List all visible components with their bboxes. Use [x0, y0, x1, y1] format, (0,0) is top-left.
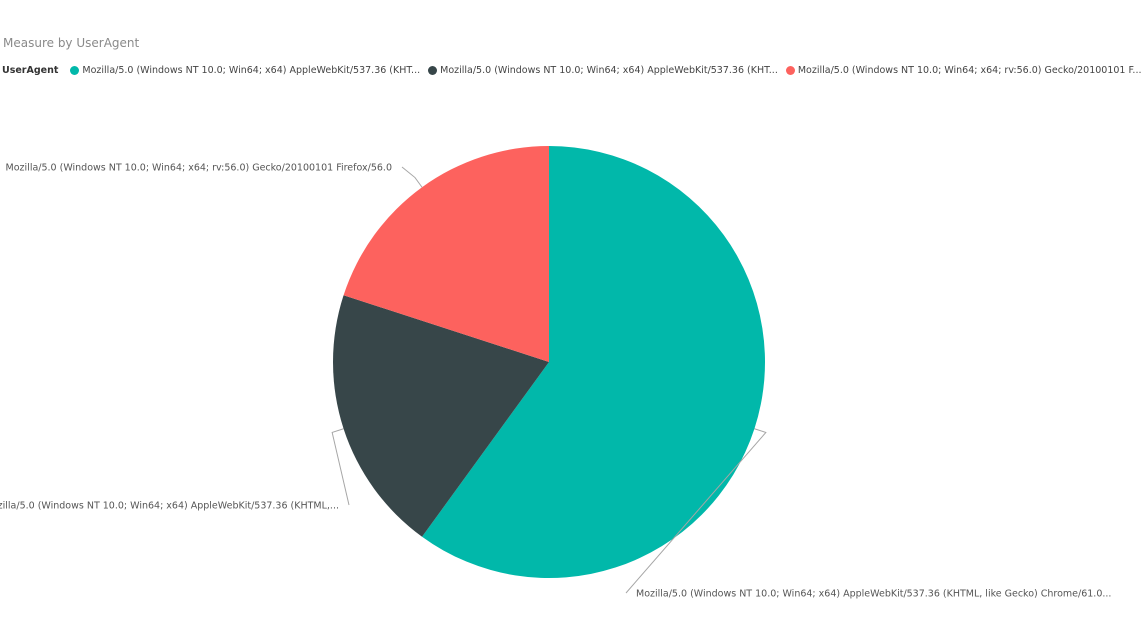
pie-slices	[333, 146, 766, 579]
legend: UserAgent Mozilla/5.0 (Windows NT 10.0; …	[2, 63, 1142, 77]
leader-line	[625, 428, 767, 594]
data-label: Mozilla/5.0 (Windows NT 10.0; Win64; x64…	[636, 589, 1111, 600]
legend-item-label: Mozilla/5.0 (Windows NT 10.0; Win64; x64…	[82, 64, 421, 76]
pie-data-labels: Mozilla/5.0 (Windows NT 10.0; Win64; x64…	[0, 163, 1111, 600]
leader-line	[331, 428, 350, 506]
data-label: Mozilla/5.0 (Windows NT 10.0; Win64; x64…	[6, 163, 392, 174]
legend-title: UserAgent	[2, 64, 59, 76]
pie-slice-0[interactable]	[422, 146, 766, 579]
legend-marker-icon	[785, 65, 795, 75]
legend-item-label: Mozilla/5.0 (Windows NT 10.0; Win64; x64…	[797, 64, 1142, 76]
pie-slice-2[interactable]	[343, 146, 549, 362]
legend-item-label: Mozilla/5.0 (Windows NT 10.0; Win64; x64…	[440, 64, 778, 76]
chart-title: Measure by UserAgent	[3, 36, 140, 50]
legend-item-firefox[interactable]: Mozilla/5.0 (Windows NT 10.0; Win64; x64…	[785, 64, 1142, 76]
leader-line	[401, 166, 423, 188]
legend-marker-icon	[428, 65, 438, 75]
legend-item-webkit[interactable]: Mozilla/5.0 (Windows NT 10.0; Win64; x64…	[428, 65, 778, 76]
pie-slice-1[interactable]	[333, 295, 549, 537]
legend-item-chrome[interactable]: Mozilla/5.0 (Windows NT 10.0; Win64; x64…	[70, 65, 420, 76]
data-label: Mozilla/5.0 (Windows NT 10.0; Win64; x64…	[0, 501, 339, 512]
legend-marker-icon	[70, 65, 80, 75]
